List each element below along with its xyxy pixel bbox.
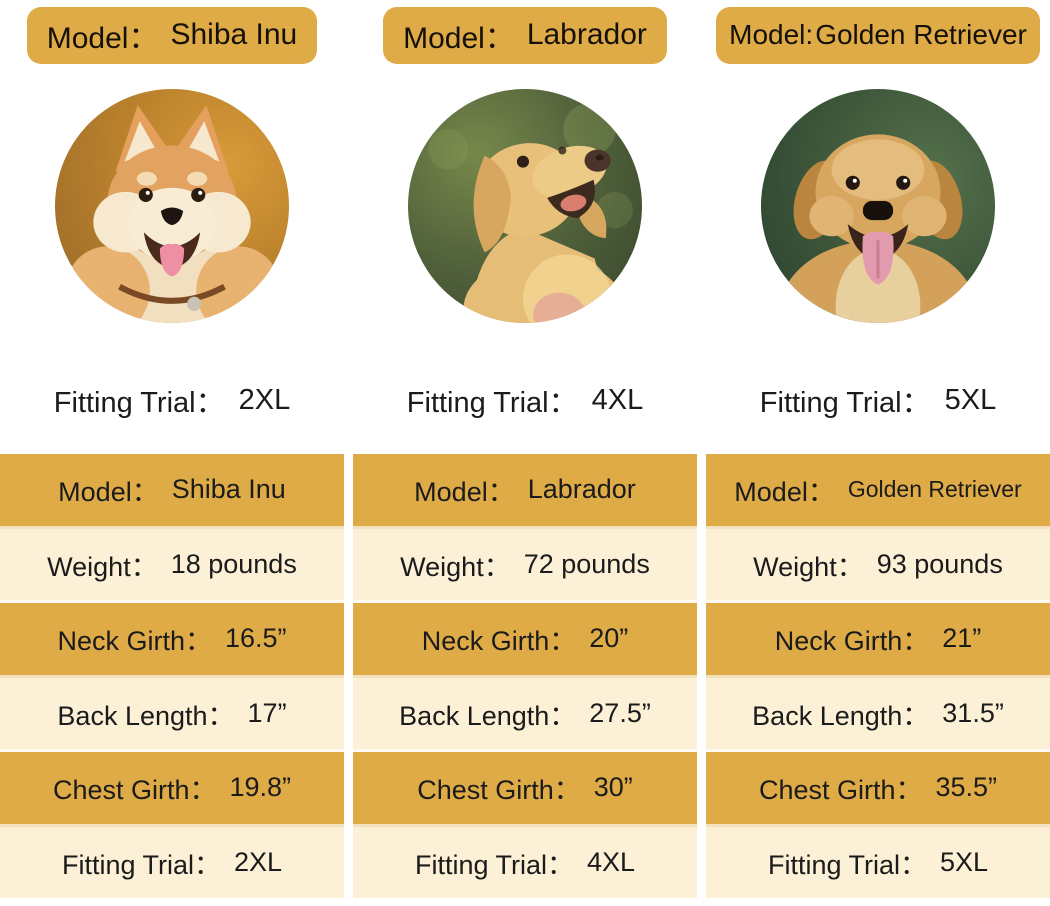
row-label: Weight： xyxy=(753,551,864,582)
row-label: Back Length： xyxy=(752,700,930,731)
row-value: 16.5” xyxy=(224,623,287,654)
table-row-fitting-trial: Fitting Trial： 4XL xyxy=(353,826,697,898)
fitting-trial-value: 2XL xyxy=(238,383,291,416)
row-value: Shiba Inu xyxy=(171,474,286,505)
model-header-pill-shiba: Model： Shiba Inu xyxy=(26,6,318,64)
size-table-labrador: Model： Labrador Weight： 72 pounds Neck G… xyxy=(353,454,697,898)
labrador-illustration xyxy=(428,103,633,323)
fitting-trial-caption-shiba: Fitting Trial： 2XL xyxy=(0,346,344,454)
fitting-trial-caption-golden: Fitting Trial： 5XL xyxy=(706,346,1050,454)
row-value: 19.8” xyxy=(229,772,292,803)
golden-retriever-photo xyxy=(761,89,995,323)
size-table-golden: Model： Golden Retriever Weight： 93 pound… xyxy=(706,454,1050,898)
table-row-model: Model： Labrador xyxy=(353,454,697,529)
row-label: Model： xyxy=(734,477,835,508)
table-row-model: Model： Golden Retriever xyxy=(706,454,1050,529)
column-shiba-inu: Model： Shiba Inu xyxy=(0,0,344,906)
row-label: Back Length： xyxy=(399,700,577,731)
table-row-back-length: Back Length： 17” xyxy=(0,677,344,752)
row-value: 20” xyxy=(589,623,629,654)
row-label: Weight： xyxy=(47,551,158,582)
table-row-chest-girth: Chest Girth： 30” xyxy=(353,752,697,827)
row-label: Fitting Trial： xyxy=(61,849,221,880)
table-row-fitting-trial: Fitting Trial： 2XL xyxy=(0,826,344,898)
row-value: 5XL xyxy=(940,846,989,877)
row-label: Chest Girth： xyxy=(758,775,923,806)
table-row-back-length: Back Length： 27.5” xyxy=(353,677,697,752)
photo-area xyxy=(0,66,344,346)
fitting-trial-label: Fitting Trial： xyxy=(53,387,225,419)
column-golden-retriever: Model: Golden Retriever xyxy=(706,0,1050,906)
row-label: Model： xyxy=(58,477,159,508)
row-label: Chest Girth： xyxy=(417,775,581,806)
size-table-shiba: Model： Shiba Inu Weight： 18 pounds Neck … xyxy=(0,454,344,898)
row-label: Neck Girth： xyxy=(774,626,930,657)
row-value: 35.5” xyxy=(935,772,998,803)
fitting-trial-label: Fitting Trial： xyxy=(759,387,931,419)
fitting-trial-label: Fitting Trial： xyxy=(406,387,578,419)
row-label: Fitting Trial： xyxy=(767,849,927,880)
row-value: 4XL xyxy=(587,846,636,877)
row-label: Chest Girth： xyxy=(52,775,217,806)
row-value: 27.5” xyxy=(589,697,651,728)
row-value: 2XL xyxy=(234,846,283,877)
golden-retriever-illustration xyxy=(779,134,977,323)
row-value: 72 pounds xyxy=(523,548,650,579)
model-header-pill-golden: Model: Golden Retriever xyxy=(716,6,1040,64)
row-value: 18 pounds xyxy=(170,548,297,579)
row-value: 21” xyxy=(942,623,982,654)
model-header-area: Model: Golden Retriever xyxy=(706,0,1050,66)
photo-area xyxy=(706,66,1050,346)
fitting-trial-value: 4XL xyxy=(591,383,644,416)
row-label: Model： xyxy=(414,477,515,508)
table-row-weight: Weight： 93 pounds xyxy=(706,528,1050,603)
shiba-inu-illustration xyxy=(65,105,281,323)
model-header-value: Shiba Inu xyxy=(170,18,298,51)
model-header-pill-labrador: Model： Labrador xyxy=(383,6,667,64)
row-label: Back Length： xyxy=(57,700,235,731)
shiba-inu-photo xyxy=(55,89,289,323)
table-row-weight: Weight： 72 pounds xyxy=(353,528,697,603)
row-value: Labrador xyxy=(527,474,636,505)
table-row-weight: Weight： 18 pounds xyxy=(0,528,344,603)
model-header-value: Labrador xyxy=(526,18,647,51)
row-value: Golden Retriever xyxy=(847,476,1022,503)
table-row-chest-girth: Chest Girth： 35.5” xyxy=(706,752,1050,827)
model-header-label: Model： xyxy=(46,22,159,55)
model-header-label: Model： xyxy=(403,22,515,55)
table-row-chest-girth: Chest Girth： 19.8” xyxy=(0,752,344,827)
table-row-neck-girth: Neck Girth： 21” xyxy=(706,603,1050,678)
table-row-model: Model： Shiba Inu xyxy=(0,454,344,529)
row-value: 31.5” xyxy=(942,697,1004,728)
model-header-value: Golden Retriever xyxy=(815,19,1027,50)
table-row-neck-girth: Neck Girth： 16.5” xyxy=(0,603,344,678)
row-value: 30” xyxy=(593,772,633,803)
row-value: 93 pounds xyxy=(876,548,1003,579)
table-row-neck-girth: Neck Girth： 20” xyxy=(353,603,697,678)
row-label: Fitting Trial： xyxy=(414,849,574,880)
model-header-label: Model: xyxy=(729,19,814,50)
model-header-area: Model： Shiba Inu xyxy=(0,0,344,66)
column-labrador: Model： Labrador xyxy=(353,0,697,906)
row-value: 17” xyxy=(247,697,287,728)
fitting-trial-caption-labrador: Fitting Trial： 4XL xyxy=(353,346,697,454)
photo-area xyxy=(353,66,697,346)
table-row-fitting-trial: Fitting Trial： 5XL xyxy=(706,826,1050,898)
fitting-trial-value: 5XL xyxy=(944,383,997,416)
model-header-area: Model： Labrador xyxy=(353,0,697,66)
table-row-back-length: Back Length： 31.5” xyxy=(706,677,1050,752)
row-label: Neck Girth： xyxy=(421,626,577,657)
row-label: Weight： xyxy=(400,551,511,582)
row-label: Neck Girth： xyxy=(57,626,212,657)
labrador-photo xyxy=(408,89,642,323)
